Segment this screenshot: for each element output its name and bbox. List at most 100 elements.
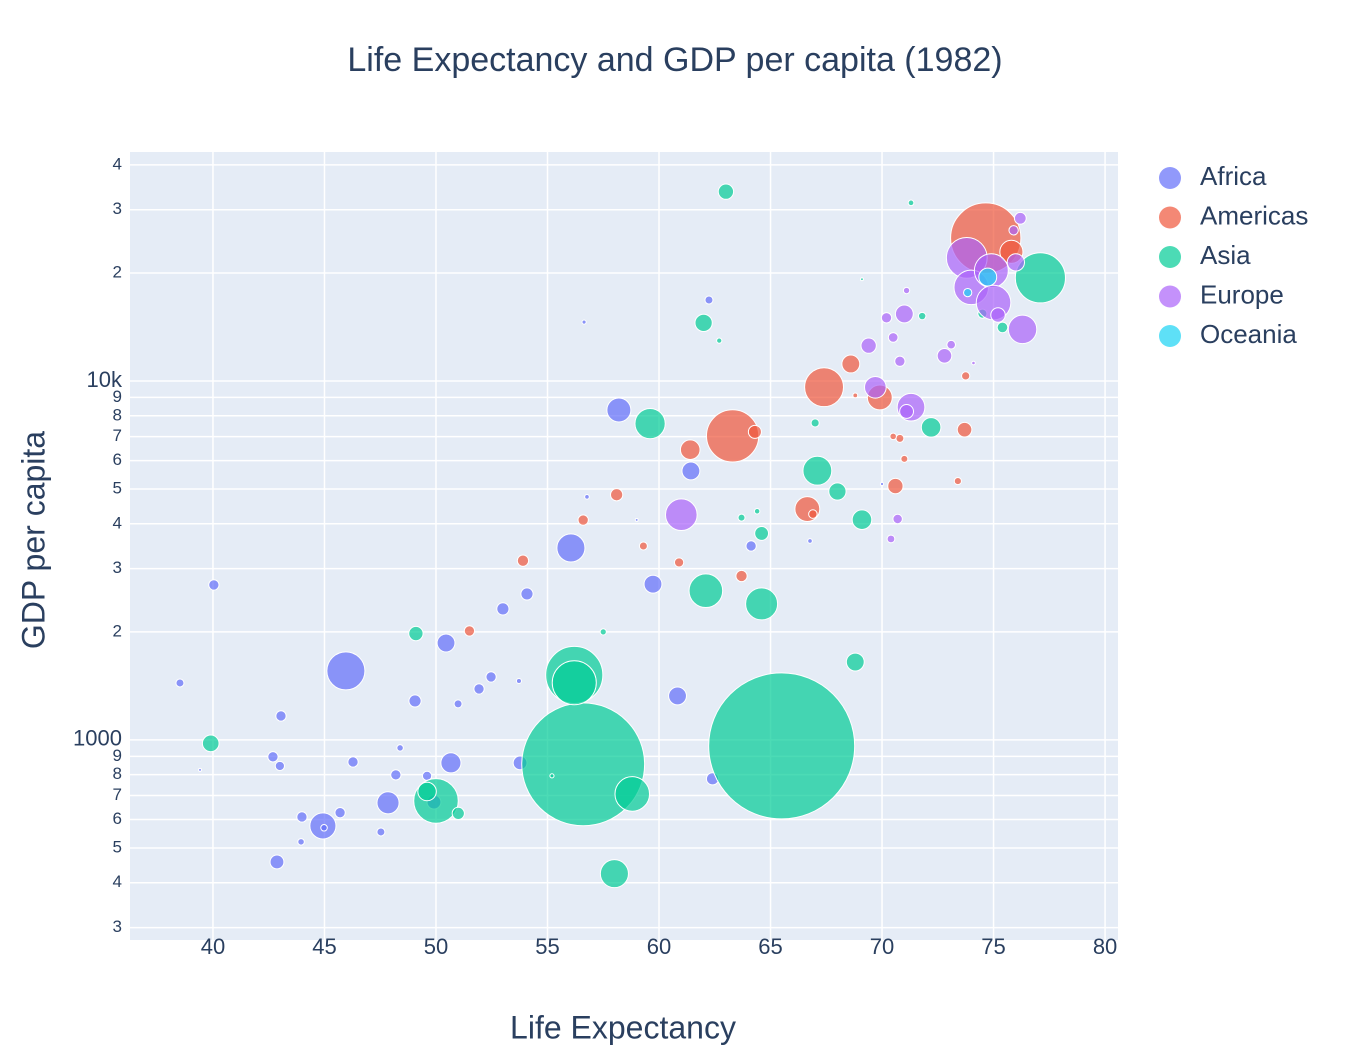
bubble	[879, 481, 885, 487]
bubble	[274, 760, 285, 772]
marks	[175, 183, 1066, 889]
y-tick-label: 7	[113, 785, 122, 804]
bubble	[996, 321, 1009, 334]
bubble	[828, 482, 847, 501]
bubble	[704, 295, 714, 305]
x-tick-label: 55	[535, 934, 559, 959]
bubble	[971, 360, 976, 366]
bubble	[334, 806, 346, 819]
bubble	[902, 286, 911, 295]
bubble	[946, 339, 956, 350]
bubble	[892, 513, 903, 525]
bubble	[473, 683, 485, 695]
bubble	[900, 454, 909, 463]
bubble	[681, 461, 701, 481]
bubble	[899, 404, 914, 419]
bubble	[396, 744, 404, 752]
bubble	[887, 332, 899, 343]
x-tick-label: 80	[1093, 934, 1117, 959]
legend-marker	[1159, 285, 1181, 308]
bubble	[917, 311, 927, 321]
bubble	[953, 476, 962, 486]
bubble	[735, 569, 748, 583]
legend-marker	[1159, 167, 1181, 189]
y-tick-label: 4	[113, 872, 122, 891]
legend-marker	[1159, 246, 1181, 268]
bubble	[990, 307, 1006, 323]
bubble	[643, 574, 663, 594]
y-tick-label: 4	[113, 513, 122, 532]
bubble	[275, 710, 287, 722]
legend-label: Africa	[1200, 161, 1267, 191]
y-tick-label: 5	[113, 479, 122, 498]
x-tick-label: 65	[758, 934, 782, 959]
bubble	[895, 433, 905, 443]
bubble	[1007, 314, 1038, 345]
bubble	[745, 540, 757, 552]
bubble	[320, 824, 328, 832]
bubble	[808, 509, 818, 519]
bubble	[577, 514, 589, 526]
bubble	[745, 587, 779, 621]
y-axis-title: GDP per capita	[15, 431, 51, 649]
bubble	[610, 488, 624, 502]
bubble	[1006, 253, 1025, 272]
x-tick-label: 40	[201, 934, 225, 959]
bubble	[804, 367, 845, 408]
y-tick-label: 3	[113, 558, 122, 577]
bubble	[634, 517, 639, 522]
x-tick-label: 75	[981, 934, 1005, 959]
y-tick-label: 9	[113, 746, 122, 765]
bubble	[936, 348, 953, 364]
legend-marker	[1159, 206, 1181, 229]
legend-label: Europe	[1200, 279, 1284, 309]
bubble	[515, 677, 522, 685]
bubble	[599, 859, 629, 889]
bubble	[408, 625, 424, 642]
y-tick-label: 6	[113, 450, 122, 469]
bubble	[886, 534, 896, 544]
y-tick-label: 9	[113, 387, 122, 406]
bubble	[1008, 225, 1019, 236]
y-tick-label: 3	[113, 199, 122, 218]
y-tick-label: 3	[113, 917, 122, 936]
bubble	[668, 686, 687, 706]
y-tick-label: 5	[113, 837, 122, 856]
bubble	[634, 407, 666, 440]
x-tick-label: 70	[870, 934, 894, 959]
bubble	[440, 752, 462, 774]
y-tick-label: 1000	[73, 726, 122, 751]
bubble	[961, 371, 971, 381]
bubble	[664, 498, 698, 532]
bubble	[889, 432, 897, 441]
bubble	[673, 557, 685, 568]
bubble	[347, 756, 359, 768]
bubble	[737, 513, 746, 522]
bubble	[747, 424, 762, 439]
x-axis-title: Life Expectancy	[510, 1009, 736, 1045]
bubble	[581, 319, 587, 325]
bubble	[864, 375, 887, 399]
legend-marker	[1159, 325, 1181, 347]
bubble	[688, 573, 724, 609]
y-tick-label: 8	[113, 405, 122, 424]
bubble	[451, 806, 465, 821]
y-tick-label: 2	[113, 621, 122, 640]
bubble	[794, 496, 821, 522]
bubble	[175, 678, 185, 688]
y-tick-label: 8	[113, 764, 122, 783]
bubble	[810, 418, 820, 428]
legend-label: Oceania	[1200, 319, 1297, 349]
bubble	[614, 776, 651, 812]
bubble	[963, 287, 973, 298]
bubble	[208, 579, 220, 591]
bubble	[852, 392, 859, 399]
bubble	[436, 633, 456, 653]
bubble	[556, 533, 586, 563]
bubble	[880, 312, 893, 324]
bubble	[841, 354, 861, 374]
bubble	[549, 773, 555, 779]
legend-label: Asia	[1200, 240, 1251, 270]
bubble	[802, 455, 833, 486]
y-tick-label: 10k	[87, 367, 123, 392]
